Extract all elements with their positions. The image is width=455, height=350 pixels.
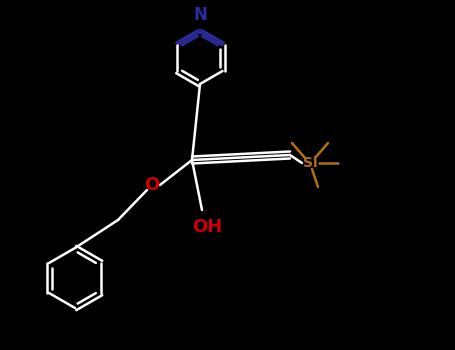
Text: Si: Si — [303, 156, 317, 170]
Text: OH: OH — [192, 218, 222, 236]
Text: O: O — [144, 176, 160, 194]
Text: N: N — [193, 6, 207, 24]
